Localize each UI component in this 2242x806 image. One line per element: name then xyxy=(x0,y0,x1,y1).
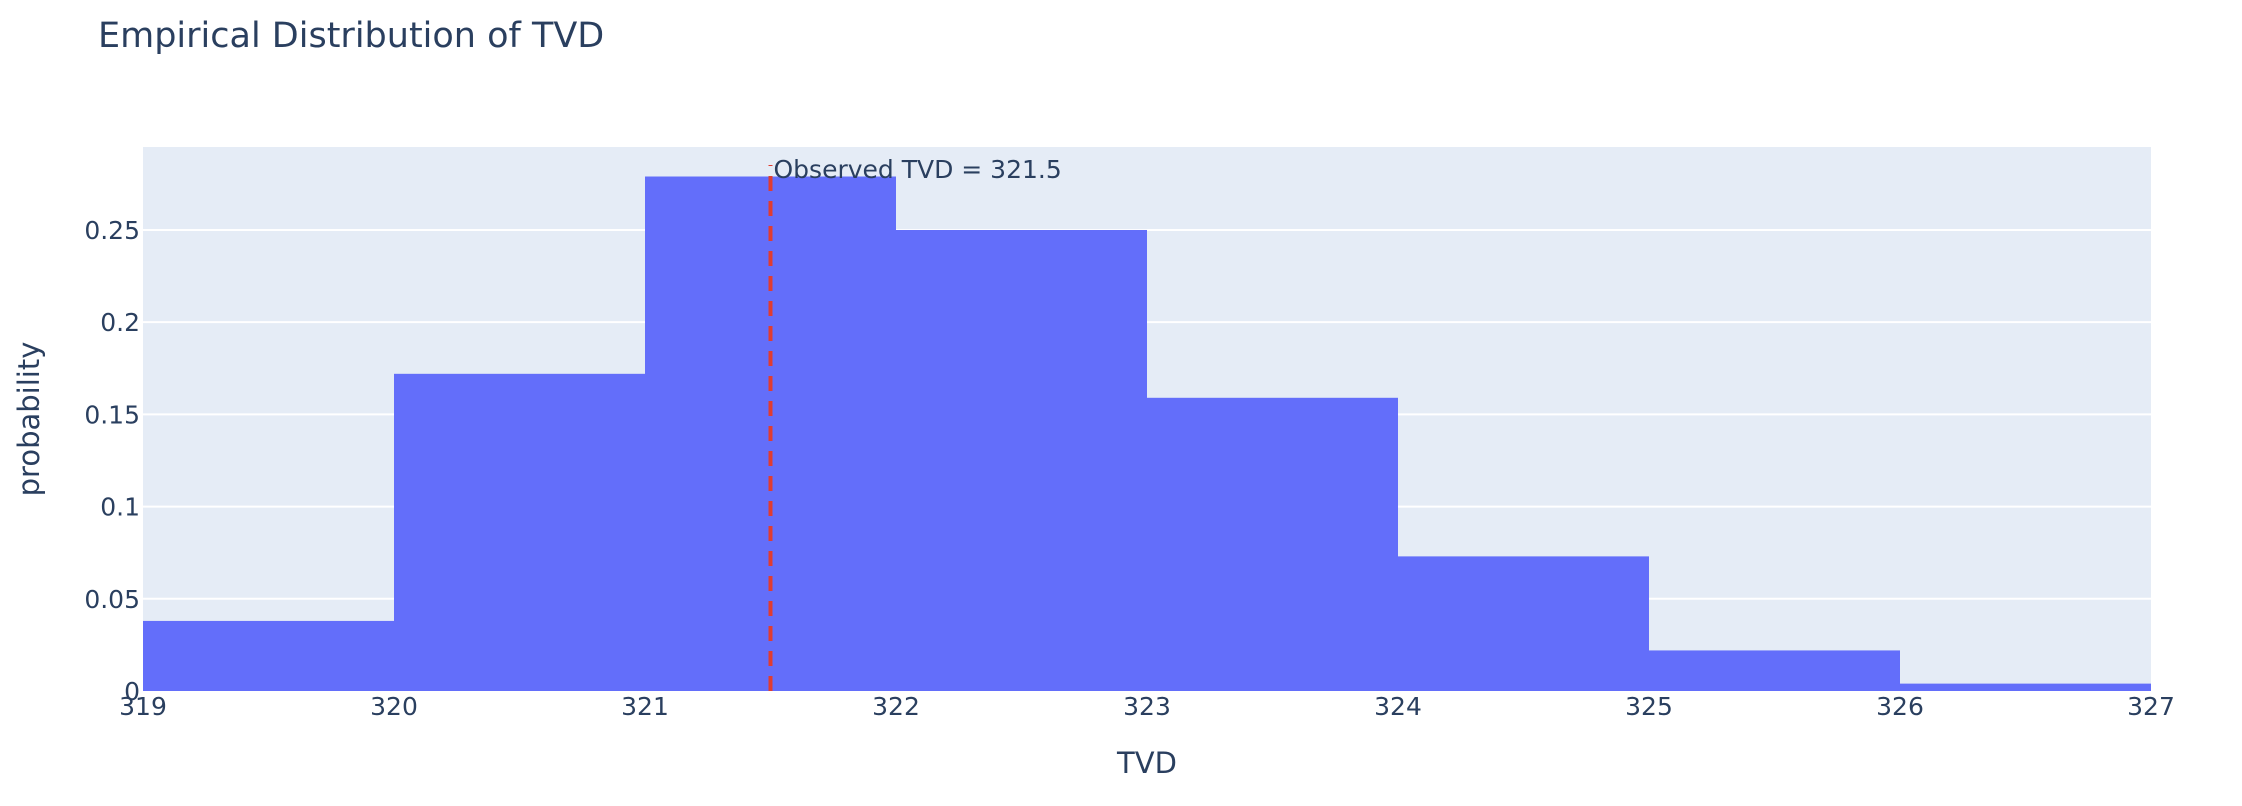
histogram-bar-1 xyxy=(394,373,645,691)
x-tick-label-8: 327 xyxy=(2127,692,2175,721)
x-tick-label-1: 320 xyxy=(370,692,418,721)
y-tick-label-0: 0 xyxy=(124,677,140,706)
y-axis-title: probability xyxy=(12,342,46,497)
x-axis-title: TVD xyxy=(1116,746,1177,780)
x-tick-label-6: 325 xyxy=(1625,692,1673,721)
histogram-bar-6 xyxy=(1649,650,1900,691)
x-tick-label-7: 326 xyxy=(1876,692,1924,721)
x-tick-labels: 319 320 321 322 323 324 325 326 327 xyxy=(119,692,2175,721)
x-tick-label-2: 321 xyxy=(621,692,669,721)
y-tick-label-1: 0.05 xyxy=(84,585,140,614)
observed-line-group: Observed TVD = 321.5 xyxy=(768,155,1062,691)
histogram-bar-7 xyxy=(1900,683,2151,691)
x-tick-label-4: 323 xyxy=(1123,692,1171,721)
histogram-bar-4 xyxy=(1147,397,1398,691)
y-tick-labels: 0 0.05 0.1 0.15 0.2 0.25 xyxy=(84,216,140,706)
observed-tvd-annotation: Observed TVD = 321.5 xyxy=(774,155,1062,184)
histogram-bar-0 xyxy=(143,620,394,691)
chart-title: Empirical Distribution of TVD xyxy=(98,16,604,56)
x-tick-label-5: 324 xyxy=(1374,692,1422,721)
histogram-bars xyxy=(143,176,2151,692)
y-tick-label-2: 0.1 xyxy=(100,493,140,522)
x-tick-label-0: 319 xyxy=(119,692,167,721)
y-tick-label-3: 0.15 xyxy=(84,400,140,429)
histogram-bar-5 xyxy=(1398,556,1649,691)
x-tick-label-3: 322 xyxy=(872,692,920,721)
histogram-bar-3 xyxy=(896,229,1147,692)
y-tick-label-4: 0.2 xyxy=(100,308,140,337)
y-tick-label-5: 0.25 xyxy=(84,216,140,245)
